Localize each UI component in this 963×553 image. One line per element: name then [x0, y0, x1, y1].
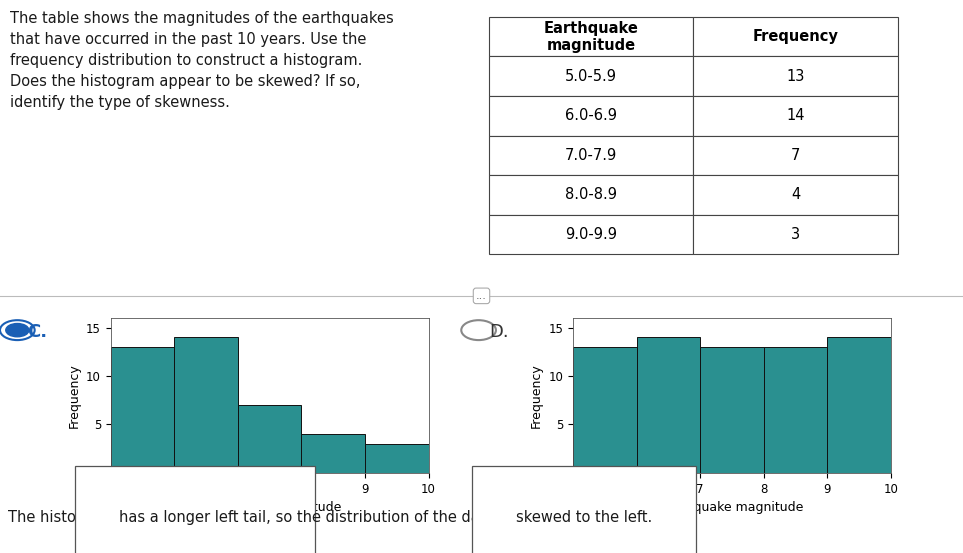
Bar [365, 444, 429, 473]
Text: The histogram: The histogram [8, 510, 119, 525]
Bar [637, 337, 700, 473]
X-axis label: Earthquake magnitude: Earthquake magnitude [198, 501, 341, 514]
Bar [111, 347, 174, 473]
Text: C.: C. [27, 323, 47, 341]
Y-axis label: Frequency: Frequency [67, 363, 81, 428]
Text: ...: ... [476, 291, 487, 301]
Text: D.: D. [489, 323, 508, 341]
Bar [573, 347, 637, 473]
Bar [700, 347, 764, 473]
Bar [174, 337, 238, 473]
Y-axis label: Frequency: Frequency [530, 363, 543, 428]
Text: skewed to the left.: skewed to the left. [515, 510, 652, 525]
Bar [764, 347, 827, 473]
X-axis label: Earthquake magnitude: Earthquake magnitude [661, 501, 803, 514]
Text: The table shows the magnitudes of the earthquakes
that have occurred in the past: The table shows the magnitudes of the ea… [10, 11, 393, 110]
Bar [238, 405, 301, 473]
Bar [827, 337, 891, 473]
Text: has a longer left tail,: has a longer left tail, [119, 510, 271, 525]
Text: so the distribution of the data is: so the distribution of the data is [271, 510, 515, 525]
Circle shape [6, 324, 29, 337]
Bar [301, 434, 365, 473]
